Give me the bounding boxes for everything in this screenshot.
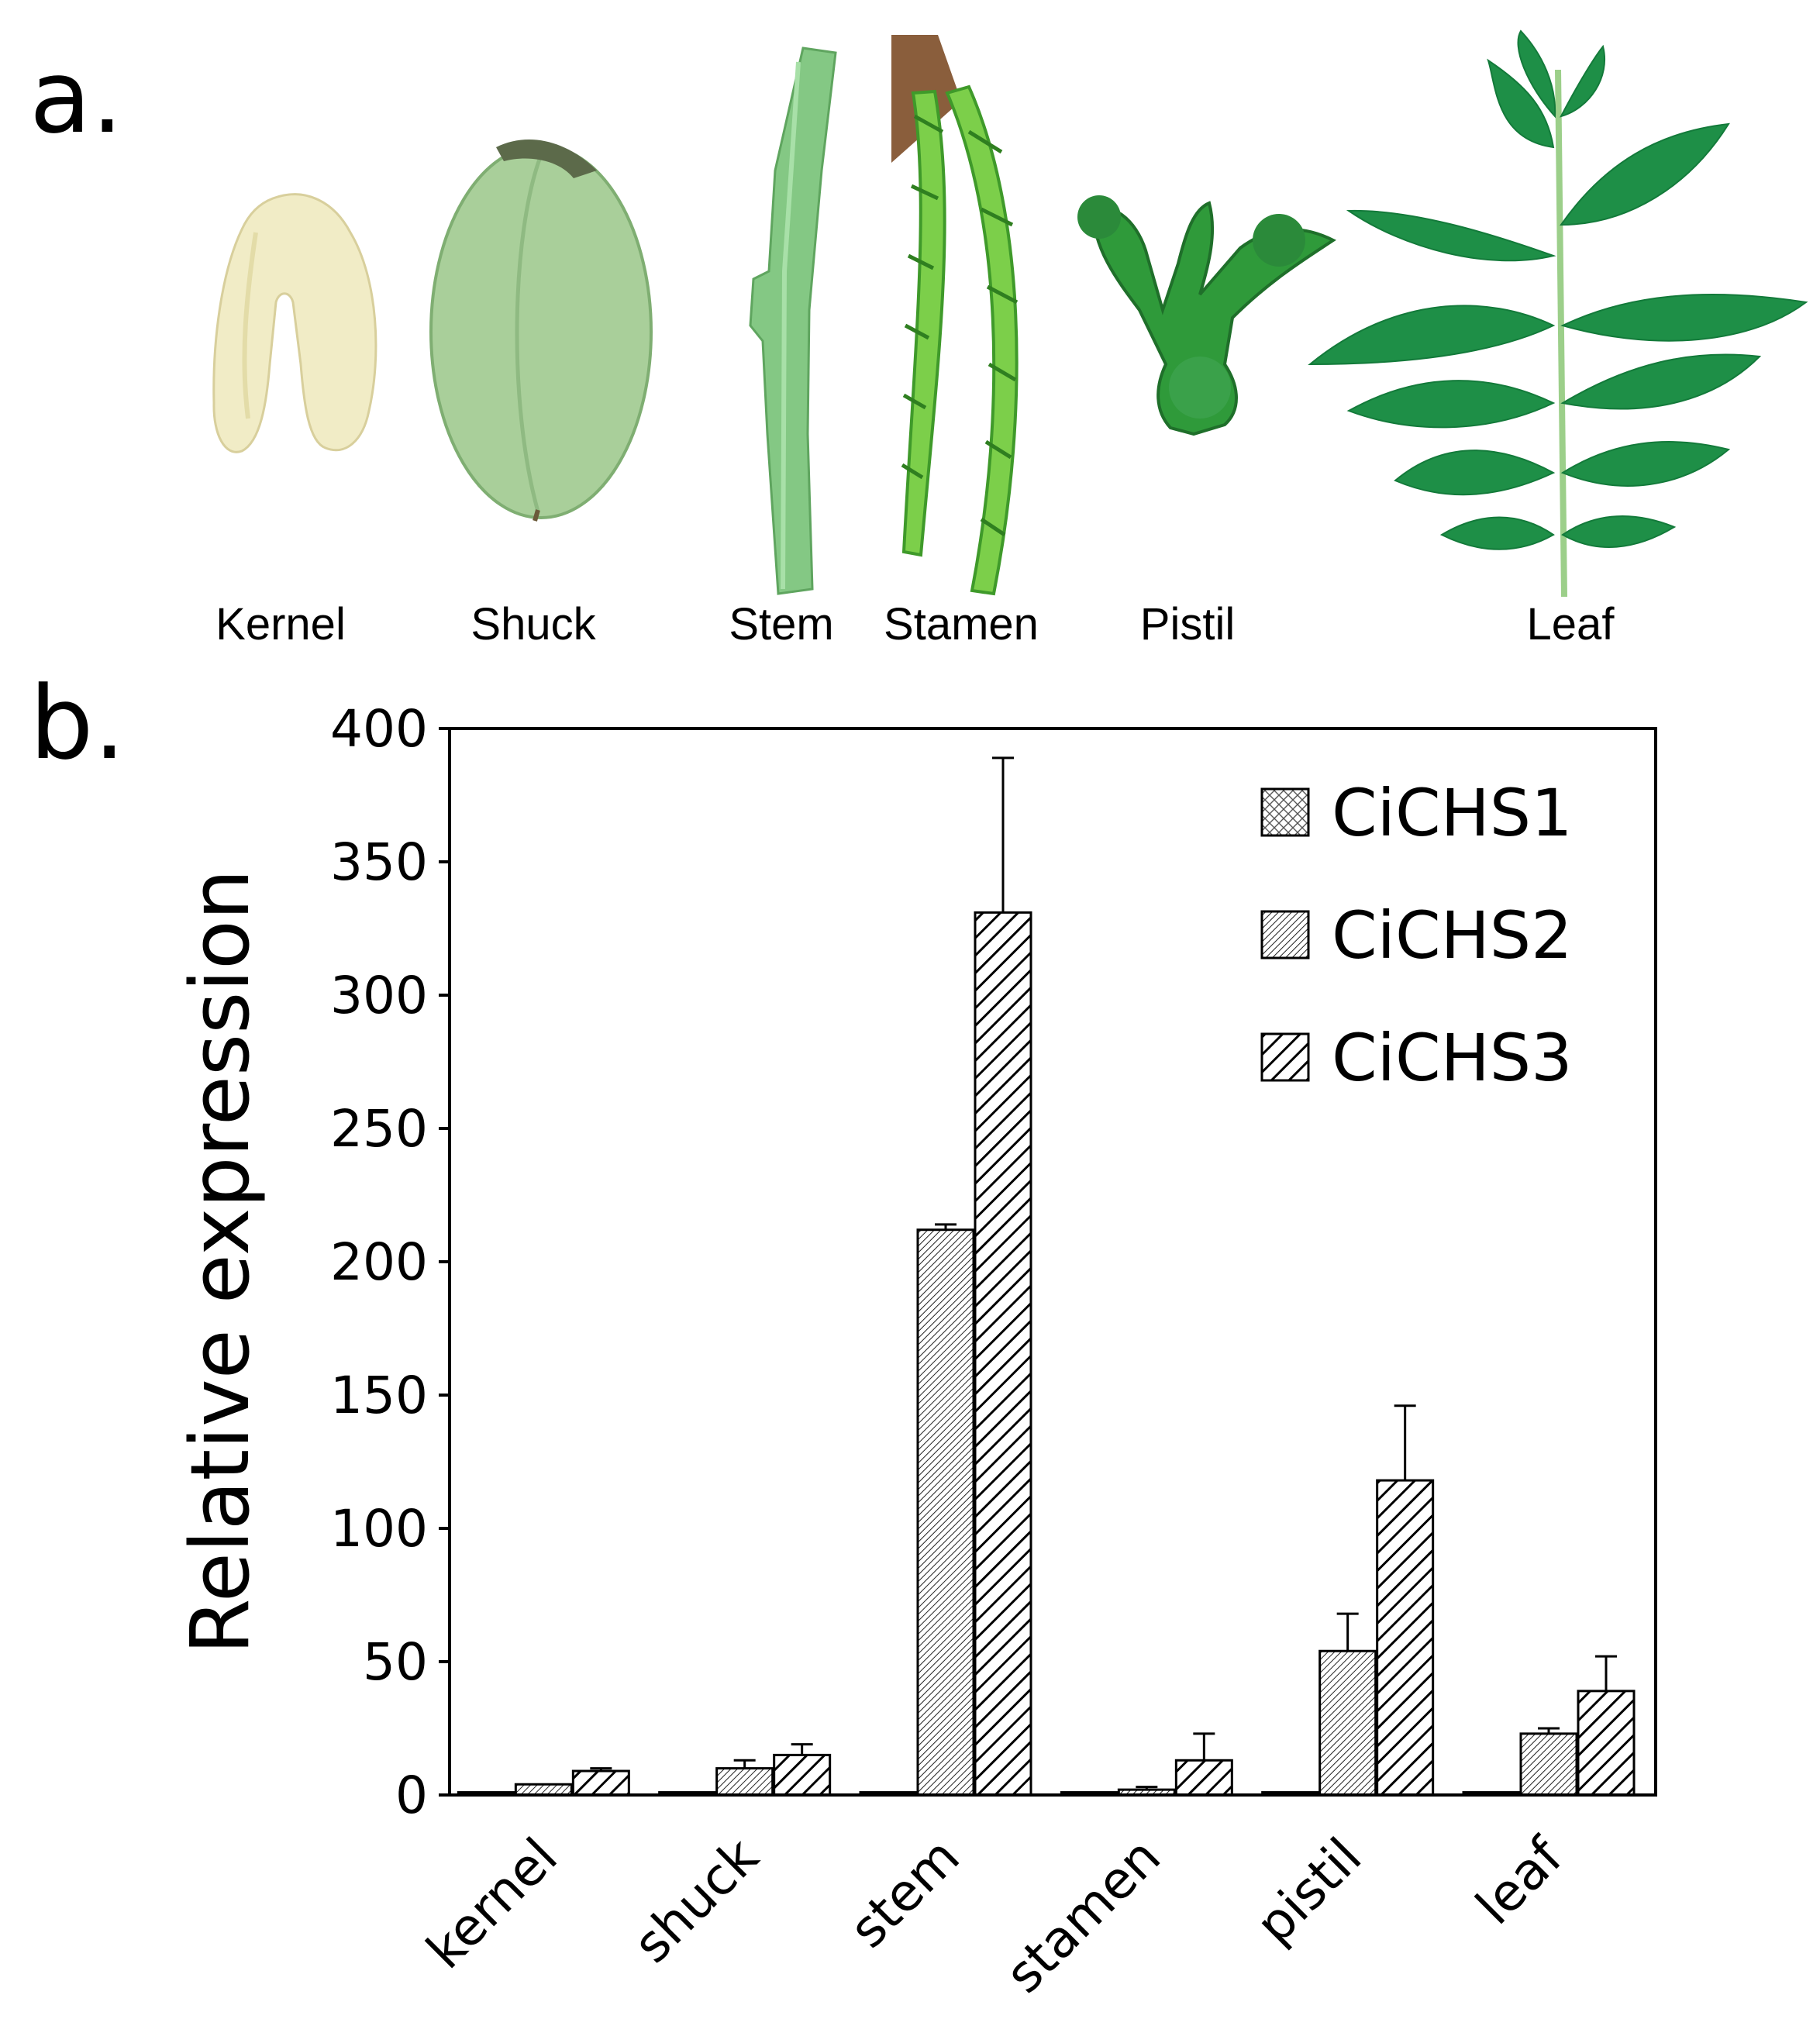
bar-CiCHS3-pistil — [1376, 1479, 1435, 1797]
legend-swatch-CiCHS3 — [1260, 1032, 1310, 1082]
leaf-photo — [1308, 29, 1808, 598]
x-tick-label-pistil: pistil — [1245, 1827, 1374, 1955]
tissue-label-stamen: Stamen — [884, 599, 1039, 649]
bar-chart: 0 50 100 150 200 250 300 350 400 kernel shuck stem… — [173, 699, 1657, 2004]
y-tick-label: 300 — [330, 966, 428, 1025]
kernel-photo — [212, 193, 377, 453]
bar-CiCHS2-pistil — [1318, 1649, 1377, 1797]
y-tick-label: 250 — [330, 1099, 428, 1159]
legend: CiCHS1 CiCHS2 CiCHS3 — [1260, 775, 1573, 1096]
y-tick-label: 50 — [363, 1632, 428, 1692]
plot-frame — [448, 727, 1657, 1797]
stem-photo — [749, 47, 837, 595]
legend-label-CiCHS3: CiCHS3 — [1332, 1020, 1573, 1096]
bar-group — [457, 756, 1636, 1797]
bar-CiCHS3-stamen — [1174, 1759, 1233, 1797]
bar-CiCHS3-stem — [974, 911, 1032, 1797]
y-tick-label: 0 — [395, 1766, 428, 1825]
legend-swatch-CiCHS2 — [1260, 910, 1310, 959]
panel-a-label: a. — [29, 38, 123, 156]
bar-CiCHS2-shuck — [715, 1767, 774, 1797]
x-tick-label-stamen: stamen — [994, 1827, 1172, 2004]
y-tick-label: 150 — [330, 1366, 428, 1425]
y-axis: 0 50 100 150 200 250 300 350 400 — [330, 699, 450, 1825]
tissue-label-kernel: Kernel — [215, 599, 346, 649]
tissue-label-stem: Stem — [729, 599, 833, 649]
y-axis-title: Relative expression — [173, 869, 267, 1654]
y-tick-label: 100 — [330, 1499, 428, 1559]
y-tick-label: 200 — [330, 1232, 428, 1292]
bar-CiCHS2-stem — [916, 1228, 975, 1797]
bar-CiCHS2-leaf — [1519, 1732, 1578, 1797]
legend-label-CiCHS1: CiCHS1 — [1332, 775, 1573, 851]
x-tick-label-leaf: leaf — [1464, 1826, 1574, 1936]
stamen-photo — [891, 35, 1019, 596]
pistil-photo — [1077, 195, 1336, 436]
x-tick-label-kernel: kernel — [415, 1827, 569, 1980]
tissue-label-pistil: Pistil — [1140, 599, 1235, 649]
x-axis: kernel shuck stem stamen pistil leaf — [415, 1793, 1656, 2004]
bar-CiCHS3-shuck — [773, 1753, 832, 1797]
y-tick-label: 350 — [330, 832, 428, 892]
tissue-label-shuck: Shuck — [471, 599, 596, 649]
tissue-label-leaf: Leaf — [1527, 599, 1615, 649]
shuck-photo — [429, 140, 653, 522]
y-tick-label: 400 — [330, 699, 428, 759]
legend-label-CiCHS2: CiCHS2 — [1332, 897, 1573, 973]
bar-CiCHS3-leaf — [1577, 1690, 1636, 1797]
legend-swatch-CiCHS1 — [1260, 787, 1310, 837]
x-tick-label-shuck: shuck — [622, 1826, 770, 1974]
tissue-label-row: Kernel Shuck Stem Stamen Pistil Leaf — [215, 599, 1615, 649]
bar-CiCHS3-kernel — [571, 1769, 630, 1797]
bar-CiCHS2-kernel — [514, 1783, 573, 1797]
x-tick-label-stem: stem — [838, 1827, 970, 1959]
panel-b-label: b. — [29, 664, 126, 782]
tissue-photo-row — [212, 29, 1808, 598]
